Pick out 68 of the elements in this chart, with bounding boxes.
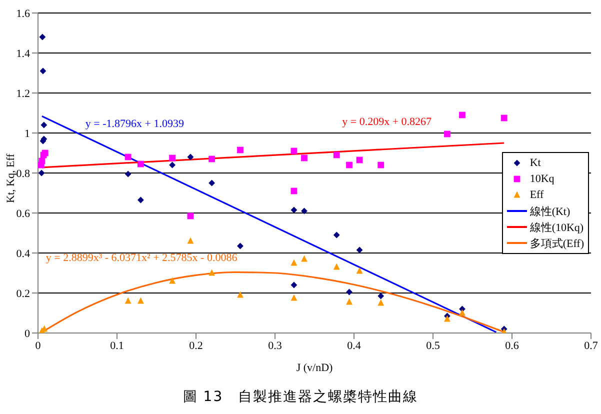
legend-label: 10Kq: [530, 173, 554, 185]
point: [333, 263, 340, 270]
y-tick-label: 0.2: [16, 288, 30, 300]
point: [346, 162, 352, 168]
point: [301, 255, 308, 262]
x-tick-label: 0.5: [426, 340, 440, 352]
x-tick-label: 0.7: [584, 340, 598, 352]
annotation: y = -1.8796x + 1.0939: [85, 118, 184, 130]
legend-label: Kt: [530, 157, 541, 169]
point: [237, 146, 244, 154]
point: [378, 292, 384, 300]
x-axis-title: J (v/nD): [296, 362, 334, 374]
x-tick-label: 0.4: [347, 340, 362, 352]
point: [138, 160, 144, 168]
y-tick-label: 0.8: [16, 168, 30, 180]
point: [124, 297, 132, 304]
point: [187, 154, 194, 160]
point: [290, 206, 298, 214]
annotation: y = 0.209x + 0.8267: [342, 116, 432, 128]
y-tick-label: 0: [24, 328, 30, 340]
x-tick-label: 0: [35, 340, 42, 352]
point: [169, 277, 176, 284]
point: [290, 294, 298, 301]
y-tick-label: 1.2: [16, 88, 30, 100]
point: [333, 152, 340, 158]
point: [378, 299, 384, 306]
point: [124, 170, 132, 178]
y-axis-title: Kt, Kq, Eff: [4, 153, 17, 203]
point: [40, 68, 46, 74]
point: [500, 114, 508, 122]
legend-label: 線性(Kt): [530, 204, 570, 218]
x-tick-label: 0.1: [110, 340, 124, 352]
point: [333, 232, 340, 238]
point: [208, 269, 215, 276]
y-tick-label: 1.6: [16, 8, 30, 20]
point: [208, 156, 215, 162]
point: [290, 259, 298, 266]
point: [38, 170, 45, 176]
legend-label: 線性(10Kq): [530, 220, 584, 234]
y-tick-label: 0.6: [16, 208, 30, 220]
point: [459, 309, 466, 316]
legend-label: 多項式(Eff): [530, 236, 584, 250]
y-tick-label: 1.4: [16, 48, 30, 60]
y-tick-label: 1: [24, 128, 30, 140]
legend-label: Eff: [530, 189, 544, 201]
point: [124, 154, 132, 160]
y-tick-label: 0.4: [16, 248, 30, 260]
annotation: y = 2.8899x³ - 6.0371x² + 2.5785x - 0.0086: [46, 252, 238, 264]
point: [40, 122, 48, 128]
point: [356, 246, 363, 254]
point: [444, 315, 450, 322]
caption: 圖 13 自製推進器之螺槳特性曲線: [182, 388, 420, 406]
point: [208, 180, 215, 186]
point: [169, 154, 176, 162]
point: [356, 267, 363, 274]
point: [378, 162, 384, 168]
point: [187, 237, 194, 244]
x-tick-label: 0.2: [189, 340, 203, 352]
point: [444, 130, 450, 138]
x-tick-label: 0.6: [505, 340, 520, 352]
point: [290, 282, 298, 288]
point: [138, 196, 144, 204]
point: [459, 112, 466, 118]
point: [138, 297, 144, 304]
x-tick-label: 0.3: [268, 340, 282, 352]
point: [301, 154, 308, 162]
point: [39, 34, 46, 40]
point: [169, 162, 176, 168]
